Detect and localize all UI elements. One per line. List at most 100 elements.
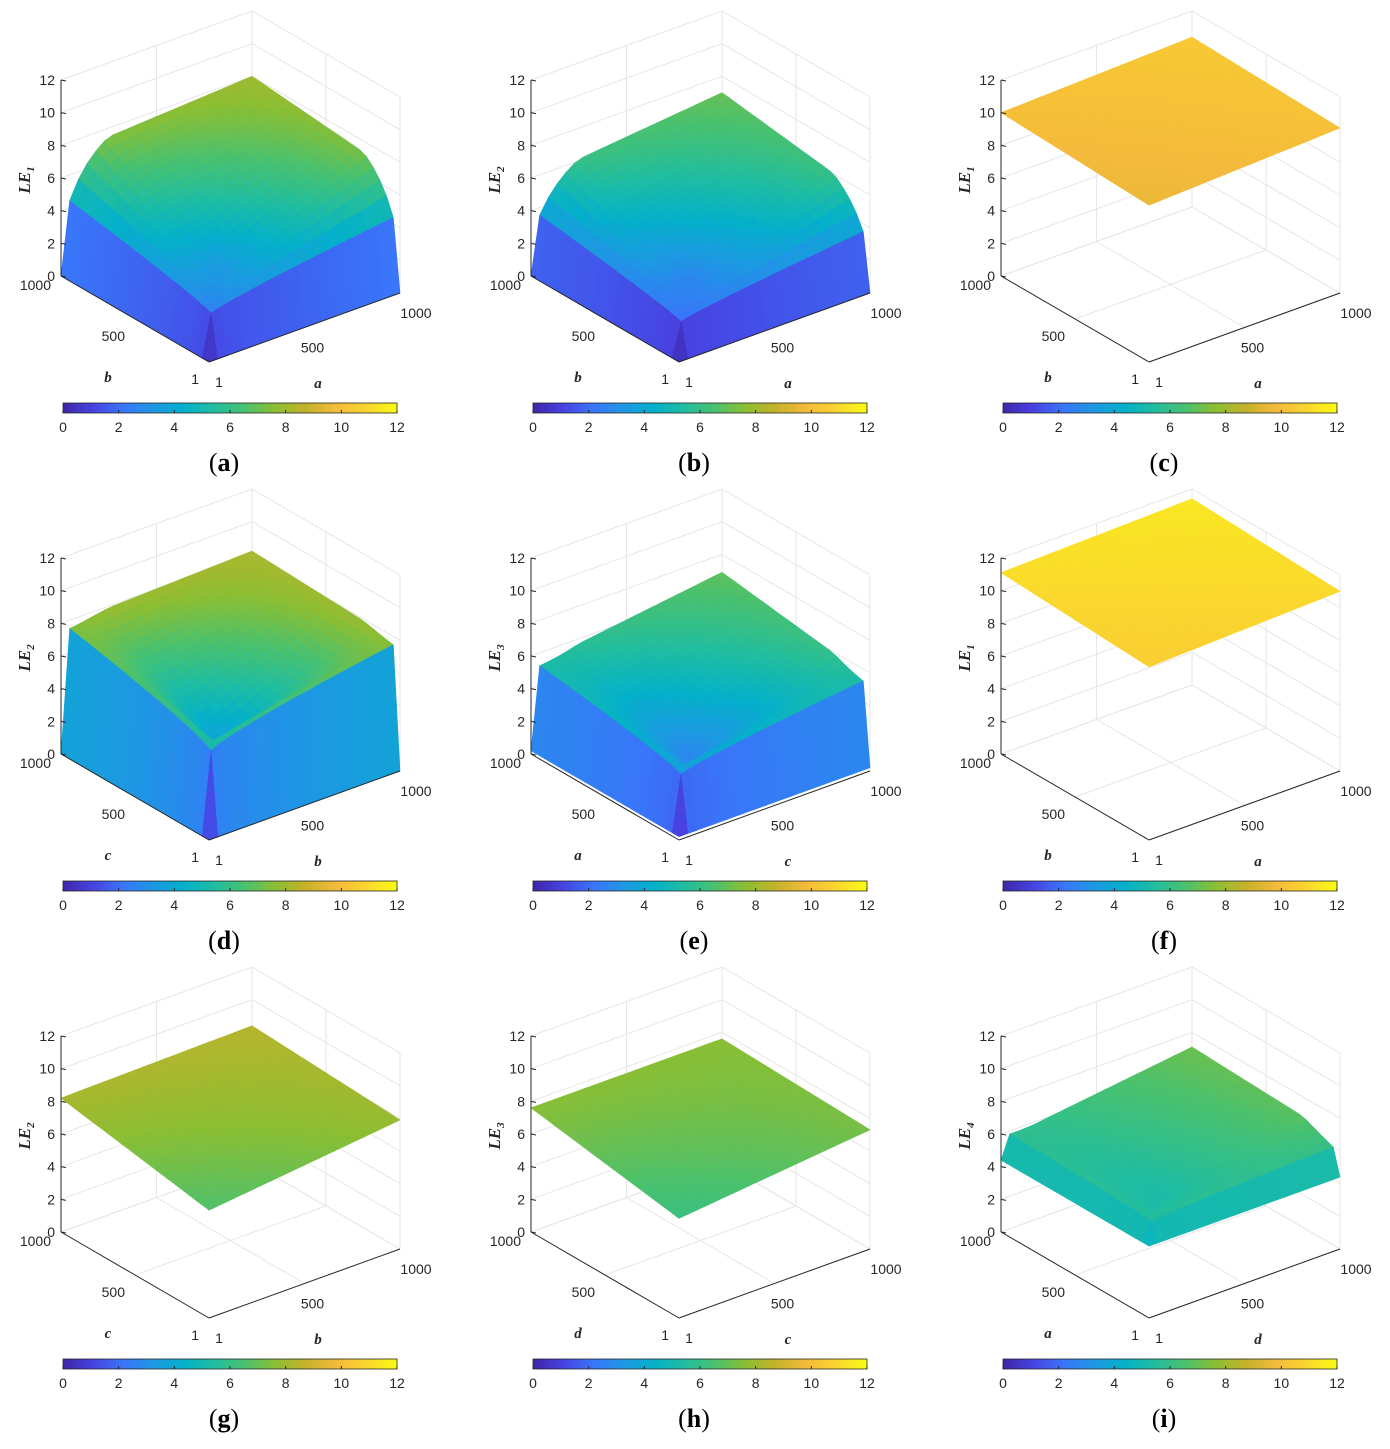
colorbar-tick-label: 6 — [1166, 897, 1174, 913]
x-axis-line — [208, 770, 401, 841]
floor-gridline — [1191, 684, 1341, 772]
z-tick-label: 2 — [47, 713, 55, 729]
z-tick-label: 4 — [517, 1159, 525, 1175]
z-tick-label: 8 — [517, 137, 525, 153]
colorbar-tick-label: 8 — [1222, 897, 1230, 913]
x-tick-label: 1000 — [1340, 305, 1371, 321]
z-tick-mark — [60, 688, 67, 691]
panel-h: 0 2 4 6 8 10 12 1 500 1000 1 500 1000 c d LE3 0 2 4 6 8 10 12(… — [470, 956, 910, 1433]
caption-letter: f — [1159, 926, 1169, 955]
z-tick-mark — [530, 177, 537, 180]
panel-e: 0 2 4 6 8 10 12 1 500 1000 1 500 1000 c a LE3 0 2 4 6 8 10 12(… — [470, 478, 910, 955]
z-tick-label: 12 — [979, 1028, 995, 1044]
panel-d: 0 2 4 6 8 10 12 1 500 1000 1 500 1000 b c LE2 0 2 4 6 8 10 12(… — [0, 478, 440, 955]
surface-cell — [1141, 1220, 1159, 1247]
z-tick-label: 12 — [39, 72, 55, 88]
surface — [1000, 36, 1341, 206]
z-tick-mark — [1000, 1166, 1007, 1169]
colorbar-tick-label: 12 — [859, 1375, 875, 1391]
floor-gridline — [1074, 727, 1267, 798]
z-tick-label: 0 — [987, 746, 995, 762]
colorbar-tick-label: 4 — [1110, 897, 1118, 913]
z-tick-label: 8 — [47, 615, 55, 631]
z-tick-label: 12 — [39, 550, 55, 566]
colorbar-tick-label: 12 — [1329, 1375, 1345, 1391]
x-axis-label: d — [1254, 1332, 1262, 1348]
z-tick-mark — [1000, 1231, 1007, 1234]
surface — [60, 75, 401, 363]
z-tick-mark — [1000, 79, 1007, 82]
colorbar-tick-label: 8 — [752, 419, 760, 435]
z-tick-mark — [60, 79, 67, 82]
z-tick-mark — [1000, 242, 1007, 245]
z-axis-label: LE1 — [955, 644, 977, 672]
y-axis-line — [60, 753, 210, 841]
colorbar-tick-label: 0 — [59, 1375, 67, 1391]
x-tick-label: 1 — [1155, 852, 1163, 868]
z-tick-mark — [530, 557, 537, 560]
z-tick-label: 10 — [39, 1061, 55, 1077]
z-tick-label: 6 — [517, 648, 525, 664]
colorbar-tick-label: 6 — [226, 1375, 234, 1391]
z-tick-mark — [530, 242, 537, 245]
z-tick-label: 0 — [987, 1224, 995, 1240]
z-axis-label-subscript: 4 — [965, 1122, 977, 1129]
z-tick-label: 8 — [987, 137, 995, 153]
y-tick-label: 1 — [1131, 1327, 1139, 1343]
colorbar-tick-label: 4 — [640, 897, 648, 913]
caption-letter: c — [1158, 448, 1170, 477]
surface-cell — [671, 774, 689, 838]
caption-letter: g — [217, 1404, 231, 1433]
colorbar-tick-label: 2 — [115, 897, 123, 913]
z-tick-mark — [60, 557, 67, 560]
y-tick-label: 500 — [1042, 806, 1066, 822]
z-tick-label: 2 — [517, 1191, 525, 1207]
x-tick-label: 500 — [1241, 340, 1265, 356]
y-axis-label: d — [574, 1326, 582, 1342]
x-axis-line — [1148, 770, 1341, 841]
z-tick-mark — [60, 1035, 67, 1038]
colorbar-tick-label: 0 — [999, 1375, 1007, 1391]
y-tick-label: 500 — [572, 1284, 596, 1300]
z-tick-mark — [60, 144, 67, 147]
x-tick-label: 500 — [771, 340, 795, 356]
z-tick-mark — [1000, 1035, 1007, 1038]
colorbar-tick-label: 6 — [226, 897, 234, 913]
panel-caption: (a) — [208, 448, 240, 477]
z-tick-mark — [60, 275, 67, 278]
z-axis-label: LE4 — [955, 1122, 977, 1151]
z-tick-mark — [530, 688, 537, 691]
panel-caption: (h) — [678, 1404, 710, 1433]
z-tick-mark — [60, 720, 67, 723]
z-tick-label: 10 — [509, 1061, 525, 1077]
z-tick-mark — [530, 79, 537, 82]
z-tick-mark — [1000, 1198, 1007, 1201]
z-tick-mark — [1000, 1133, 1007, 1136]
z-axis-label-subscript: 3 — [495, 1122, 507, 1129]
y-tick-label: 500 — [1042, 328, 1066, 344]
y-tick-label: 1000 — [960, 277, 991, 293]
z-tick-label: 2 — [987, 235, 995, 251]
colorbar-tick-label: 8 — [282, 1375, 290, 1391]
x-tick-label: 1 — [685, 1330, 693, 1346]
x-tick-label: 1 — [685, 374, 693, 390]
z-tick-mark — [1000, 144, 1007, 147]
z-gridline — [1000, 651, 1341, 739]
colorbar-tick-label: 0 — [529, 897, 537, 913]
z-tick-label: 0 — [47, 268, 55, 284]
z-axis-label-main: LE — [955, 650, 974, 673]
z-tick-mark — [60, 590, 67, 593]
surface — [1000, 1046, 1341, 1247]
z-tick-mark — [60, 1133, 67, 1136]
z-axis-label-main: LE — [15, 1128, 34, 1151]
z-axis-label: LE1 — [955, 166, 977, 194]
y-tick-label: 1000 — [960, 755, 991, 771]
x-tick-label: 1 — [1155, 1330, 1163, 1346]
y-tick-label: 1000 — [20, 755, 51, 771]
y-tick-label: 500 — [572, 328, 596, 344]
colorbar-tick-label: 0 — [999, 897, 1007, 913]
y-tick-label: 500 — [102, 1284, 126, 1300]
